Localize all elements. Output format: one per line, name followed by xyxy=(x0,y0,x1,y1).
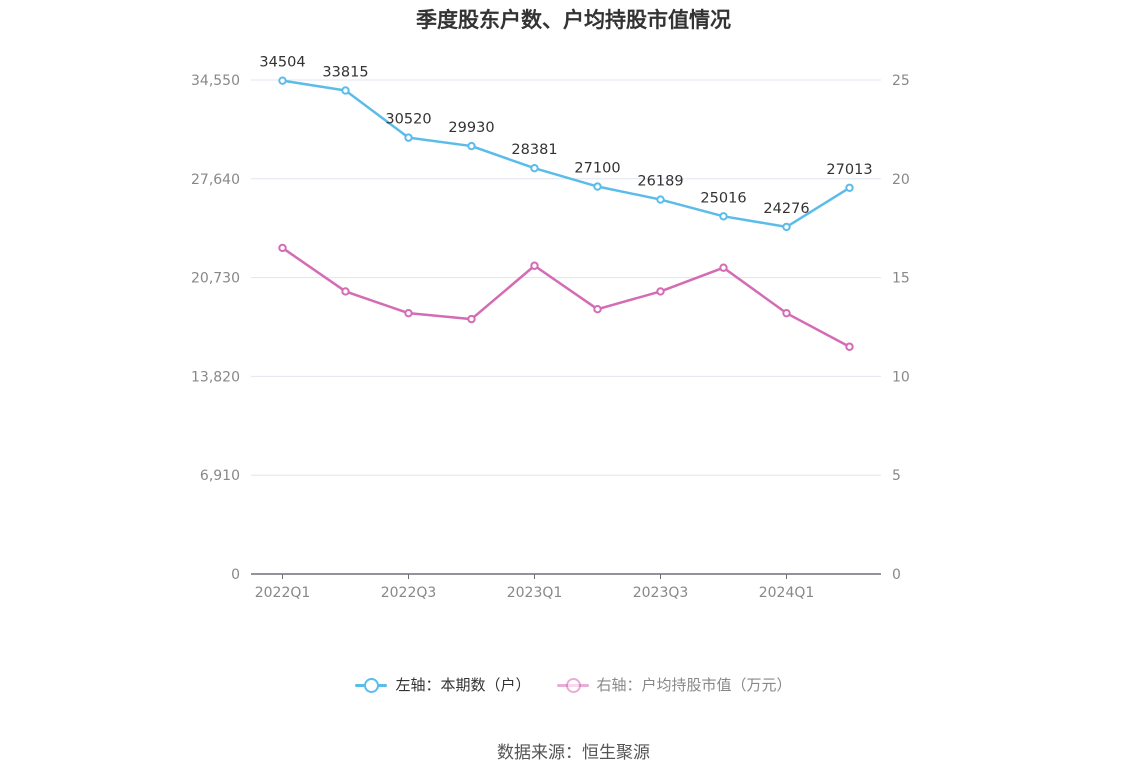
households-data-label: 27013 xyxy=(826,162,872,178)
households-point xyxy=(467,141,476,151)
households-data-label: 34504 xyxy=(259,55,305,71)
x-axis-tick-label: 2023Q3 xyxy=(633,585,689,601)
legend: 左轴：本期数（户） 右轴：户均持股市值（万元） xyxy=(0,674,1147,695)
households-data-label: 25016 xyxy=(700,190,746,206)
households-point xyxy=(782,222,791,232)
right-axis-tick-label: 0 xyxy=(892,567,901,583)
avg-value-point xyxy=(530,261,539,270)
households-point xyxy=(719,212,728,221)
right-axis-tick-label: 20 xyxy=(892,172,910,188)
households-point xyxy=(278,76,287,85)
legend-item-avg-value[interactable]: 右轴：户均持股市值（万元） xyxy=(556,674,792,695)
avg-value-point xyxy=(278,243,287,253)
avg-value-point xyxy=(593,305,602,314)
households-data-label: 26189 xyxy=(637,174,683,190)
households-data-label: 30520 xyxy=(385,112,431,128)
avg-value-point xyxy=(845,342,854,351)
left-axis-tick-label: 20,730 xyxy=(191,271,240,287)
right-axis-tick-label: 5 xyxy=(892,468,901,484)
households-line xyxy=(282,79,851,229)
left-axis-tick-label: 0 xyxy=(231,567,240,583)
avg-value-point xyxy=(404,308,413,318)
households-point xyxy=(656,195,665,204)
right-axis-tick-label: 15 xyxy=(892,271,910,287)
x-axis-tick-label: 2024Q1 xyxy=(759,585,815,601)
households-point xyxy=(530,164,539,173)
left-axis-tick-label: 34,550 xyxy=(191,73,240,89)
left-axis-tick-label: 6,910 xyxy=(200,468,240,484)
source-note: 数据来源：恒生聚源 xyxy=(497,743,650,763)
households-point xyxy=(845,183,854,192)
households-point xyxy=(593,182,602,191)
right-axis-tick-label: 25 xyxy=(892,73,910,89)
households-data-label: 33815 xyxy=(322,65,368,81)
households-data-label: 29930 xyxy=(448,120,494,136)
households-data-label: 24276 xyxy=(763,201,809,217)
left-axis-tick-label: 27,640 xyxy=(191,172,240,188)
households-data-label: 28381 xyxy=(511,142,557,158)
legend-label-avg-value: 右轴：户均持股市值（万元） xyxy=(596,676,792,694)
legend-item-households[interactable]: 左轴：本期数（户） xyxy=(355,674,531,695)
x-axis-tick-label: 2022Q1 xyxy=(255,585,311,601)
chart-title: 季度股东户数、户均持股市值情况 xyxy=(416,8,731,32)
avg-value-point xyxy=(656,287,665,296)
left-axis-tick-label: 13,820 xyxy=(191,369,240,385)
legend-line-icon-pink xyxy=(556,675,589,695)
x-axis-tick-label: 2023Q1 xyxy=(507,585,563,601)
chart-plot: 0 0 6,910 5 13,820 10 20,730 15 27,640 20 34,550 25… xyxy=(191,55,910,601)
households-point xyxy=(341,86,350,95)
avg-value-point xyxy=(341,287,350,296)
x-axis-tick-label: 2022Q3 xyxy=(381,585,437,601)
avg-value-line xyxy=(281,246,851,348)
households-point xyxy=(404,133,413,142)
households-data-label: 27100 xyxy=(574,161,620,177)
legend-label-households: 左轴：本期数（户） xyxy=(395,676,531,694)
right-axis-tick-label: 10 xyxy=(892,369,910,385)
legend-line-icon-blue xyxy=(355,675,388,695)
avg-value-point xyxy=(782,308,791,318)
avg-value-point xyxy=(719,263,728,272)
avg-value-point xyxy=(467,314,476,324)
